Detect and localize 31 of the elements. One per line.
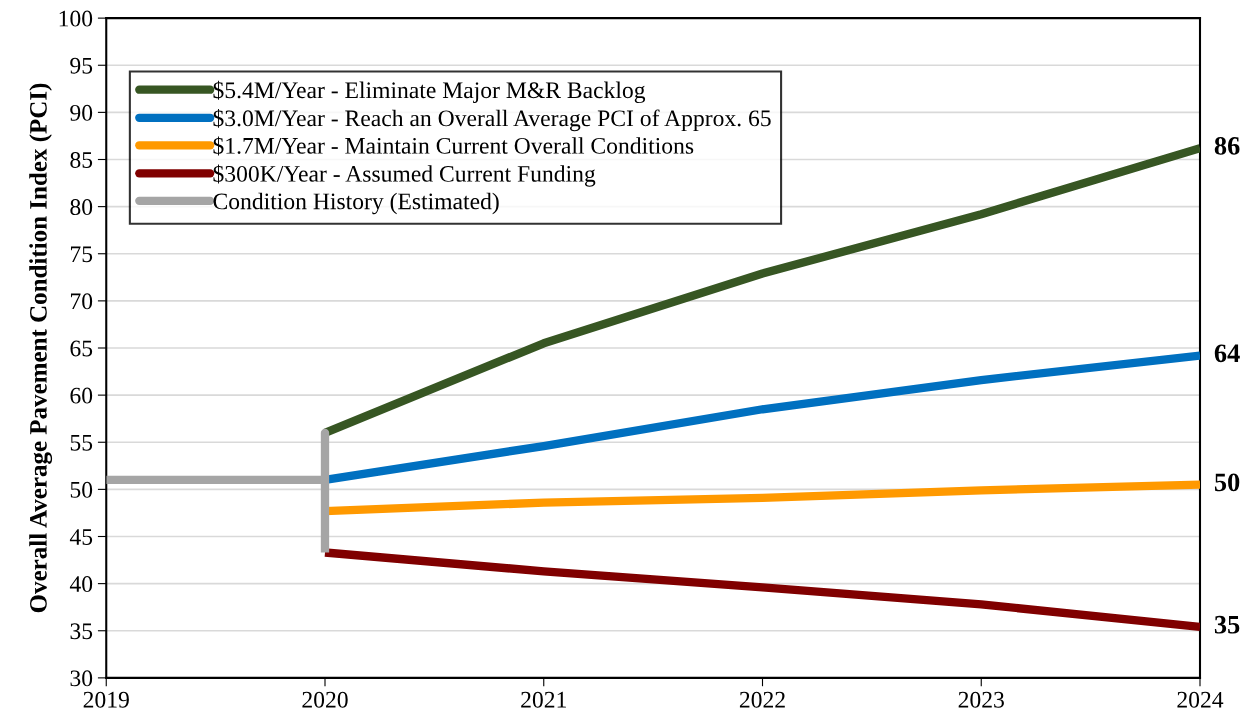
- x-tick-label: 2020: [302, 691, 348, 708]
- y-tick-label: 30: [70, 670, 93, 687]
- data-label: 64: [1214, 344, 1240, 363]
- x-tick-label: 2021: [521, 691, 566, 708]
- y-tick-label: 50: [70, 481, 93, 498]
- x-tick-label: 2022: [739, 691, 785, 708]
- y-tick-label: 100: [59, 10, 93, 27]
- y-tick-label: 70: [71, 293, 93, 310]
- y-tick-label: 85: [70, 151, 93, 168]
- y-tick-label: 40: [69, 576, 93, 593]
- legend-label: $1.7M/Year - Maintain Current Overall Conditions: [213, 136, 694, 156]
- y-tick-label: 45: [69, 529, 93, 545]
- legend-label: $3.0M/Year - Reach an Overall Average PCI of Approx. 65: [213, 108, 771, 132]
- y-axis-title: Overall Average Pavement Condition Index (PCI): [29, 83, 53, 613]
- data-label: 35: [1214, 615, 1240, 634]
- y-tick-label: 60: [70, 387, 93, 404]
- y-tick-label: 95: [70, 57, 93, 74]
- legend-label: $5.4M/Year - Eliminate Major M&R Backlog: [213, 80, 646, 104]
- x-tick-label: 2023: [958, 691, 1004, 708]
- data-label: 50: [1214, 473, 1240, 492]
- y-tick-label: 55: [70, 434, 93, 451]
- y-tick-label: 35: [70, 623, 93, 640]
- legend-label: Condition History (Estimated): [213, 192, 499, 215]
- x-tick-label: 2024: [1177, 691, 1224, 708]
- x-tick-label: 2019: [83, 691, 129, 708]
- data-label: 86: [1214, 136, 1240, 155]
- y-tick-label: 90: [70, 104, 93, 121]
- y-tick-label: 65: [70, 340, 93, 357]
- y-tick-label: 75: [71, 246, 93, 263]
- y-tick-label: 80: [70, 199, 93, 216]
- legend-label: $300K/Year - Assumed Current Funding: [213, 164, 596, 187]
